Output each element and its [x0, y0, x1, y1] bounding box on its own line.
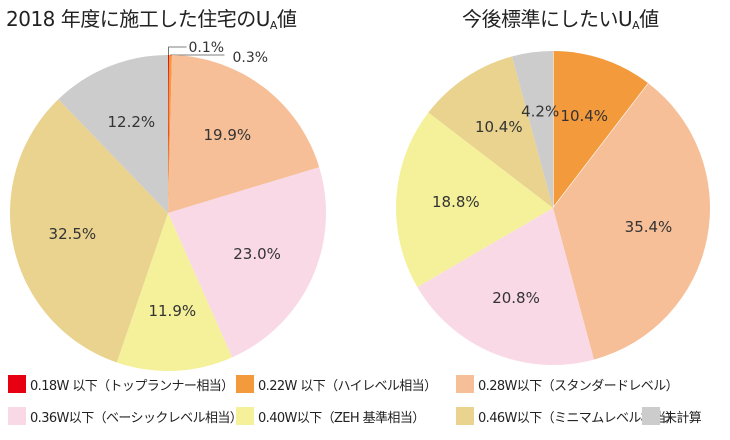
- left-pie-label-5: 32.5%: [49, 225, 97, 243]
- legend-swatch-4: [236, 407, 254, 425]
- legend-item-0: 0.18W 以下（トップランナー相当）: [8, 374, 234, 394]
- left-chart-title-subscript: A: [269, 19, 278, 32]
- left-pie-slice-4: [116, 213, 233, 371]
- left-pie-label-4: 11.9%: [148, 302, 196, 320]
- right-pie-chart: 10.4% 35.4% 20.8% 18.8% 10.4%4.2%: [395, 51, 711, 366]
- legend-item-3: 0.36W以下（ベーシックレベル相当）: [8, 406, 243, 426]
- legend-label-1: 0.22W 以下（ハイレベル相当）: [258, 378, 437, 394]
- right-chart-title-suffix: 値: [639, 7, 659, 31]
- right-pie-label-3: 18.8%: [432, 193, 480, 211]
- legend-swatch-2: [456, 375, 474, 393]
- left-pie-leader-0: [168, 46, 187, 56]
- left-pie-slice-2: [168, 55, 320, 213]
- legend-swatch-5: [456, 407, 474, 425]
- legend-label-2: 0.28W以下（スタンダードレベル）: [478, 378, 679, 394]
- legend-item-2: 0.28W以下（スタンダードレベル）: [456, 374, 679, 394]
- legend-label-3: 0.36W以下（ベーシックレベル相当）: [30, 410, 243, 426]
- left-pie-label-6: 12.2%: [108, 113, 156, 131]
- legend-item-4: 0.40W以下（ZEH 基準相当）: [236, 406, 425, 426]
- right-pie-slice-5: [512, 51, 553, 208]
- right-chart-title: 今後標準にしたいUA値: [462, 3, 659, 32]
- left-pie-slice-1: [168, 55, 172, 213]
- right-pie-label-4: 10.4%: [475, 118, 523, 136]
- right-pie-label-0: 10.4%: [560, 107, 608, 125]
- legend-swatch-6: [642, 407, 660, 425]
- right-chart-title-subscript: A: [632, 19, 640, 32]
- legend-swatch-0: [8, 375, 26, 393]
- legend-swatch-3: [8, 407, 26, 425]
- right-chart-title-main: 今後標準にしたいU: [462, 7, 633, 31]
- left-pie-slice-3: [168, 167, 326, 358]
- right-pie-slice-2: [417, 208, 594, 366]
- left-pie-label-1: 0.3%: [232, 50, 268, 66]
- right-pie-slice-1: [553, 83, 711, 360]
- right-pie-label-2: 20.8%: [492, 289, 540, 307]
- left-pie-chart: 0.1% 0.3% 19.9% 23.0% 11.9% 32.5% 12.2%: [10, 40, 326, 371]
- left-pie-label-0: 0.1%: [188, 40, 224, 56]
- right-pie-label-1: 35.4%: [625, 218, 673, 236]
- legend-label-6: 未計算: [664, 410, 702, 426]
- right-pie-label-5: 4.2%: [521, 103, 559, 121]
- legend-label-5: 0.46W以下（ミニマムレベル相当）: [478, 410, 679, 426]
- legend-item-1: 0.22W 以下（ハイレベル相当）: [236, 374, 437, 394]
- left-pie-slice-0: [168, 55, 169, 213]
- right-pie-slice-0: [553, 51, 649, 208]
- left-chart-title-suffix: 値: [276, 7, 297, 31]
- legend-item-5: 0.46W以下（ミニマムレベル相当）: [456, 406, 679, 426]
- right-pie-slice-4: [428, 56, 553, 208]
- left-pie-label-2: 19.9%: [204, 126, 252, 144]
- legend-swatch-1: [236, 375, 254, 393]
- right-pie-slice-3: [395, 112, 553, 288]
- left-pie-slice-6: [58, 55, 168, 213]
- left-chart-title-main: 2018 年度に施工した住宅のU: [6, 7, 270, 31]
- legend-label-0: 0.18W 以下（トップランナー相当）: [30, 378, 234, 394]
- left-pie-slice-5: [10, 99, 169, 363]
- left-chart-title: 2018 年度に施工した住宅のUA値: [6, 3, 297, 32]
- legend-item-6: 未計算: [642, 406, 702, 426]
- left-pie-label-3: 23.0%: [233, 245, 281, 263]
- legend-label-4: 0.40W以下（ZEH 基準相当）: [258, 410, 425, 426]
